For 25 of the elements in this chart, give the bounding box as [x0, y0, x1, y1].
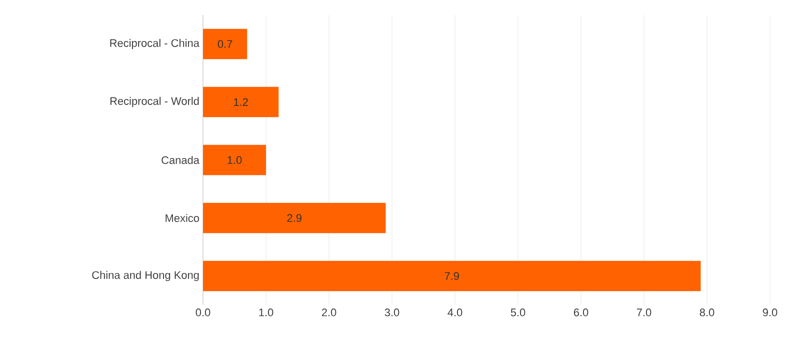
x-tick-label: 3.0 [384, 308, 400, 316]
y-tick-label: Canada [162, 156, 200, 164]
data-label: 1.2 [234, 98, 248, 106]
x-tick-label: 0.0 [196, 308, 210, 316]
bar [203, 86, 279, 118]
data-label: 7.9 [444, 272, 459, 280]
data-label: 1.0 [228, 156, 242, 164]
y-tick-label: Reciprocal - World [110, 96, 199, 108]
x-tick-label: 4.0 [448, 308, 462, 316]
x-tick-label: 2.0 [322, 308, 336, 316]
x-tick-label: 1.0 [259, 308, 274, 316]
x-tick-label: 9.0 [762, 308, 778, 316]
data-label: 2.9 [287, 214, 302, 222]
y-tick-label: Reciprocal - China [110, 38, 200, 50]
x-tick-label: 5.0 [510, 308, 526, 316]
bar [203, 144, 266, 176]
x-tick-label: 8.0 [700, 308, 714, 316]
x-tick-label: 6.0 [574, 308, 588, 316]
y-tick-label: Mexico [166, 214, 200, 222]
bar [203, 260, 701, 292]
bar [203, 202, 386, 234]
data-label: 0.7 [218, 40, 232, 48]
x-tick-label: 7.0 [636, 308, 652, 316]
y-tick-label: China and Hong Kong [92, 270, 199, 282]
bar [203, 28, 248, 60]
